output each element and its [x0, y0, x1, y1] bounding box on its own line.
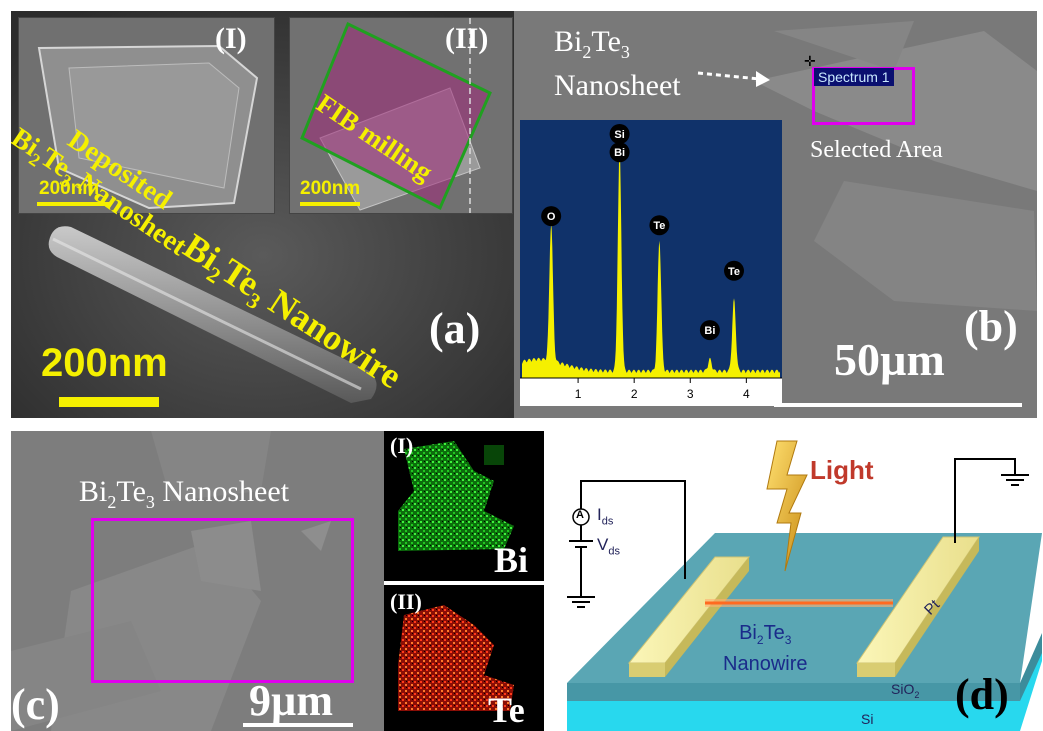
panel-c: Bi2Te3 Nanosheet (c) 9µm (I) Bi [11, 431, 544, 731]
panel-a-scale-text: 200nm [41, 341, 168, 385]
panel-a: (I) Deposited Bi2Te3 Nanosheet 200nm (II… [11, 11, 514, 418]
panel-c-label: (c) [11, 680, 60, 729]
inset-1-scale-bar [37, 202, 109, 206]
panel-b-scale-bar [774, 403, 1022, 407]
inset-2: (II) FIB milling 200nm [289, 17, 513, 214]
ids-label: Ids [597, 505, 614, 528]
panel-b-title-line2: Nanosheet [554, 69, 681, 102]
arrow-icon [697, 71, 770, 87]
inset-1-label: (I) [215, 22, 247, 55]
crosshair-icon: ✛ [804, 53, 816, 69]
panel-b-label: (b) [964, 302, 1018, 351]
inset-1: (I) Deposited Bi2Te3 Nanosheet 200nm [11, 17, 275, 262]
lightning-icon [766, 440, 808, 572]
eds-chart: 1 2 3 4 O Si Bi Te Bi Te [520, 120, 782, 401]
bi-map-image [398, 441, 514, 551]
sio2-label: SiO2 [891, 681, 920, 700]
eds-peak-label: Bi [614, 147, 625, 159]
device-schematic [567, 440, 1042, 731]
inset-1-scale-text: 200nm [39, 178, 100, 199]
eds-map-bi: (I) Bi [384, 431, 544, 581]
eds-peak-label: Te [728, 266, 740, 278]
fib-milling-box [290, 18, 512, 213]
light-label: Light [810, 455, 874, 485]
eds-map-te: (II) Te [384, 585, 544, 731]
inset-2-scale-text: 200nm [300, 178, 361, 199]
map-divider [384, 581, 544, 585]
vds-label: Vds [597, 535, 620, 558]
panel-b-scale-text: 50µm [834, 334, 945, 385]
eds-peak-marker [541, 206, 562, 227]
eds-peak-marker [699, 320, 720, 341]
eds-map-te-label: (II) [390, 589, 422, 614]
panel-d: A Light Ids Vds Pt Bi2Te3 Nanowire SiO2 … [545, 431, 1043, 731]
eds-peak-label: O [547, 211, 556, 223]
eds-spectrum: 1 2 3 4 O Si Bi Te Bi Te [520, 120, 782, 406]
eds-peak-marker [609, 142, 630, 163]
eds-peak-label: Si [614, 129, 624, 141]
eds-plot-area [520, 120, 782, 378]
eds-peak-marker [609, 124, 630, 144]
panel-a-scale-bar [59, 397, 159, 407]
nanosheet-shape [19, 18, 274, 213]
eds-x-tick-label: 2 [631, 387, 638, 401]
panel-b: Bi2Te3 Nanosheet ✛ Spectrum 1 Selected A… [514, 11, 1037, 418]
eds-x-tick-label: 3 [687, 387, 694, 401]
eds-peak-marker [724, 260, 745, 281]
panel-c-title: Bi2Te3 Nanosheet [79, 475, 290, 512]
device-wire-label: Bi2Te3 Nanowire [723, 622, 808, 675]
panel-d-label: (d) [955, 670, 1009, 719]
mapping-area-box[interactable] [91, 518, 354, 683]
ammeter-label: A [576, 509, 584, 521]
si-label: Si [861, 711, 874, 727]
eds-map-te-element: Te [488, 690, 525, 730]
nanowire-shape [48, 226, 377, 403]
panel-c-scale-bar [243, 723, 353, 727]
eds-peak-marker [649, 215, 670, 236]
inset-2-label: (II) [445, 22, 489, 55]
eds-x-tick-label: 4 [743, 387, 750, 401]
panel-c-scale-text: 9µm [249, 676, 334, 725]
eds-peak-label: Bi [704, 325, 715, 337]
eds-peak-label: Te [653, 220, 665, 232]
eds-map-bi-element: Bi [494, 540, 529, 580]
panel-b-title: Bi2Te3 Nanosheet [554, 25, 681, 102]
eds-spectrum-trace [522, 150, 780, 378]
panel-a-label: (a) [429, 304, 481, 353]
si-layer [567, 643, 1042, 731]
spectrum-tag: Spectrum 1 [814, 68, 894, 86]
te-map-image [398, 605, 514, 711]
eds-map-bi-label: (I) [390, 433, 414, 458]
selected-area-text: Selected Area [810, 137, 943, 163]
inset-2-scale-bar [300, 202, 360, 206]
eds-x-tick-label: 1 [575, 387, 582, 401]
device-wire-label-line2: Nanowire [723, 653, 808, 675]
